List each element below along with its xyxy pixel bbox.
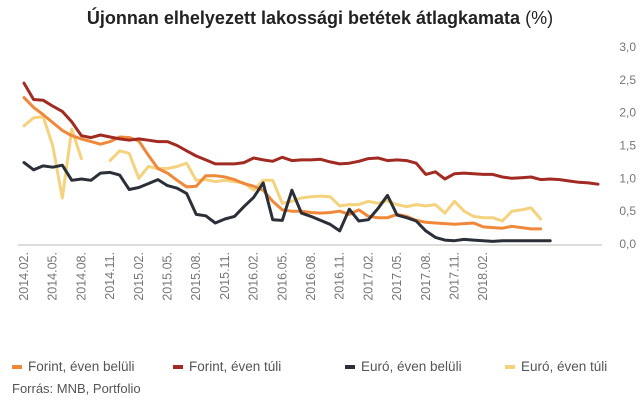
x-tick-label: 2014.11. [103, 252, 117, 300]
legend-item-euro-over-year: Euró, éven túli [505, 359, 607, 374]
y-tick-label: 1,5 [619, 139, 636, 153]
x-tick-label: 2017.08. [419, 252, 433, 301]
chart-title: Újonnan elhelyezett lakossági betétek át… [0, 8, 640, 29]
legend-label-forint-over-year: Forint, éven túli [189, 359, 282, 374]
legend-item-forint-within-year: Forint, éven belüli [12, 359, 135, 374]
x-tick-label: 2016.08. [304, 252, 318, 301]
x-tick-label: 2015.08. [189, 252, 203, 301]
x-axis-tick-labels: 2014.02. 2014.05. 2014.08. 2014.11. 2015.02.… [17, 252, 490, 301]
legend-label-euro-within-year: Euró, éven belüli [361, 359, 462, 374]
chart-title-unit: (%) [525, 8, 554, 28]
y-tick-label: 3,0 [619, 40, 636, 54]
x-tick-label: 2014.05. [46, 252, 60, 301]
legend-swatch-euro-over-year [505, 365, 515, 370]
x-tick-label: 2018.02. [476, 252, 490, 301]
series-line-0 [22, 96, 543, 231]
series-line-1 [22, 81, 600, 186]
x-tick-label: 2016.02. [247, 252, 261, 301]
legend-label-euro-over-year: Euró, éven túli [521, 359, 608, 374]
x-tick-label: 2017.11. [448, 252, 462, 300]
x-tick-label: 2016.05. [275, 252, 289, 301]
x-tick-label: 2016.11. [333, 252, 347, 300]
legend-item-forint-over-year: Forint, éven túli [173, 359, 281, 374]
source-note: Forrás: MNB, Portfolio [12, 381, 141, 396]
legend-label-forint-within-year: Forint, éven belüli [28, 359, 135, 374]
x-tick-label: 2017.05. [390, 252, 404, 301]
x-tick-label: 2015.11. [218, 252, 232, 300]
series-line-2 [22, 161, 552, 243]
y-tick-label: 2,5 [619, 73, 636, 87]
y-axis-tick-labels: 3,0 2,5 2,0 1,5 1,0 0,5 0,0 [619, 40, 636, 251]
x-tick-label: 2014.02. [17, 252, 31, 301]
legend-swatch-euro-within-year [345, 365, 355, 370]
x-tick-label: 2015.05. [161, 252, 175, 301]
x-tick-label: 2014.08. [74, 252, 88, 301]
x-tick-label: 2017.02. [361, 252, 375, 301]
y-tick-label: 0,0 [619, 237, 636, 251]
legend-swatch-forint-within-year [12, 365, 22, 370]
chart-title-text: Újonnan elhelyezett lakossági betétek át… [86, 8, 521, 28]
series-line-3 [22, 115, 543, 223]
x-tick-label: 2015.02. [132, 252, 146, 301]
legend-item-euro-within-year: Euró, éven belüli [345, 359, 462, 374]
y-tick-label: 0,5 [619, 204, 636, 218]
series-lines [22, 81, 600, 243]
y-tick-label: 2,0 [619, 106, 636, 120]
legend-swatch-forint-over-year [173, 365, 183, 370]
y-tick-label: 1,0 [619, 171, 636, 185]
